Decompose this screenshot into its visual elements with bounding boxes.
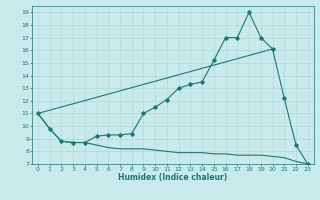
X-axis label: Humidex (Indice chaleur): Humidex (Indice chaleur) [118,173,228,182]
